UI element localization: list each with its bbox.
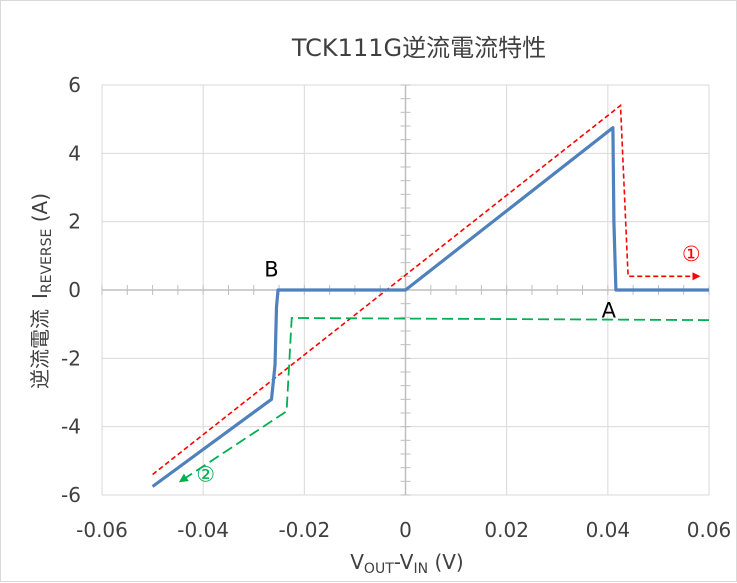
series-line-1 (151, 126, 709, 488)
x-tick-labels: -0.06 -0.04 -0.02 0 0.02 0.04 0.06 (76, 518, 731, 542)
x-tick-label: -0.06 (76, 518, 128, 542)
series-layer (151, 103, 710, 488)
y-axis-label: 逆流電流IREVERSE (A) (28, 193, 55, 389)
y-tick-label: -4 (61, 415, 81, 439)
x-tick-label: -0.04 (177, 518, 229, 542)
annotation-3: ① (682, 242, 701, 266)
y-tick-label: 0 (68, 278, 81, 302)
x-tick-label: 0.04 (586, 518, 631, 542)
chart-title: TCK111G逆流電流特性 (291, 34, 546, 62)
y-tick-labels: 6 4 2 0 -2 -4 -6 (61, 73, 81, 507)
x-tick-label: 0.02 (484, 518, 529, 542)
y-tick-label: 4 (68, 141, 81, 165)
annotation-1: B (264, 258, 278, 282)
x-axis-label: VOUT-VIN (V) (350, 550, 464, 577)
y-tick-label: -2 (61, 346, 81, 370)
y-tick-label: -6 (61, 483, 81, 507)
x-tick-label: -0.02 (278, 518, 330, 542)
annotation-4: ② (196, 463, 215, 487)
annotation-2: A (602, 299, 617, 323)
y-tick-label: 6 (68, 73, 81, 97)
x-tick-label: 0 (399, 518, 412, 542)
x-tick-label: 0.06 (687, 518, 732, 542)
series-line-3 (178, 317, 710, 483)
annotations: B A ① ② (196, 242, 700, 486)
y-tick-label: 2 (68, 210, 81, 234)
